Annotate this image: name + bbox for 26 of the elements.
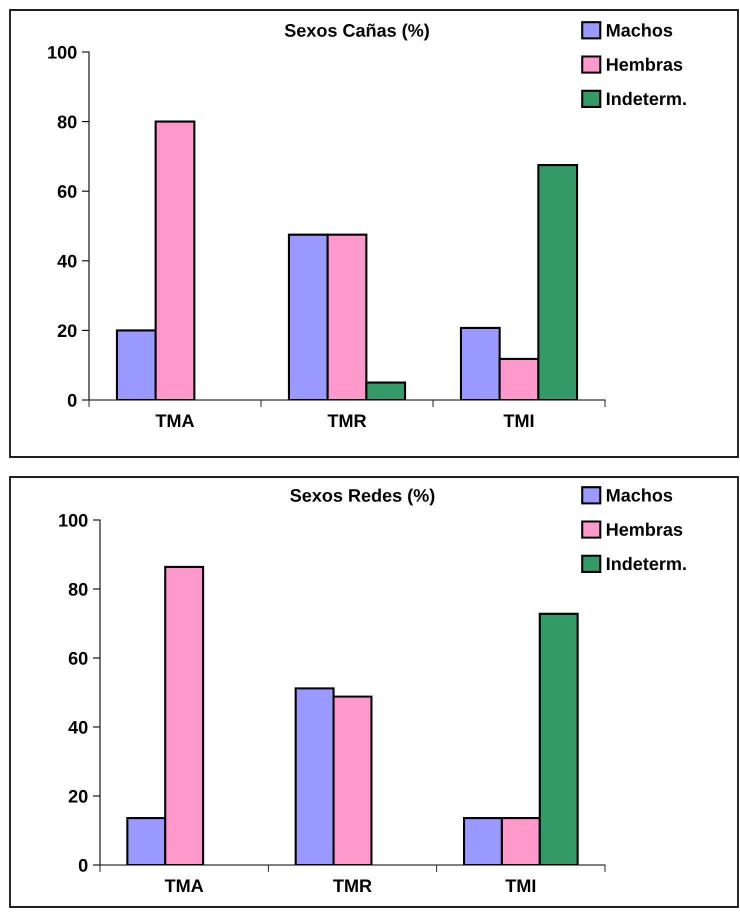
y-tick-label: 80 bbox=[58, 116, 76, 128]
x-tick-label: TMR bbox=[328, 414, 366, 427]
y-tick-label: 40 bbox=[68, 720, 88, 734]
y-tick-label: 60 bbox=[68, 652, 88, 665]
legend-label: Hembras bbox=[606, 522, 682, 536]
legend-label: Indeterm. bbox=[606, 556, 686, 570]
legend-label: Hembras bbox=[606, 58, 682, 71]
x-tick-label: TMA bbox=[164, 880, 204, 892]
y-tick-label: 80 bbox=[68, 582, 88, 596]
y-tick-label: 40 bbox=[57, 254, 76, 268]
y-tick-label: 60 bbox=[58, 185, 76, 198]
y-tick-label: 0 bbox=[68, 394, 76, 407]
x-tick-label: TMA bbox=[156, 414, 194, 427]
y-tick-label: 100 bbox=[48, 46, 76, 59]
y-tick-label: 100 bbox=[59, 514, 88, 527]
chart-title: Sexos Redes (%) bbox=[290, 488, 434, 506]
x-tick-label: TMR bbox=[333, 880, 372, 892]
y-tick-label: 0 bbox=[78, 858, 88, 872]
y-tick-label: 20 bbox=[58, 324, 76, 338]
x-tick-label: TMI bbox=[504, 414, 534, 427]
legend-label: Machos bbox=[606, 23, 672, 37]
legend-label: Machos bbox=[606, 488, 672, 502]
chart-title: Sexos Cañas (%) bbox=[284, 24, 429, 40]
y-tick-label: 20 bbox=[68, 790, 88, 803]
x-tick-label: TMI bbox=[505, 880, 536, 892]
legend-label: Indeterm. bbox=[606, 92, 686, 106]
